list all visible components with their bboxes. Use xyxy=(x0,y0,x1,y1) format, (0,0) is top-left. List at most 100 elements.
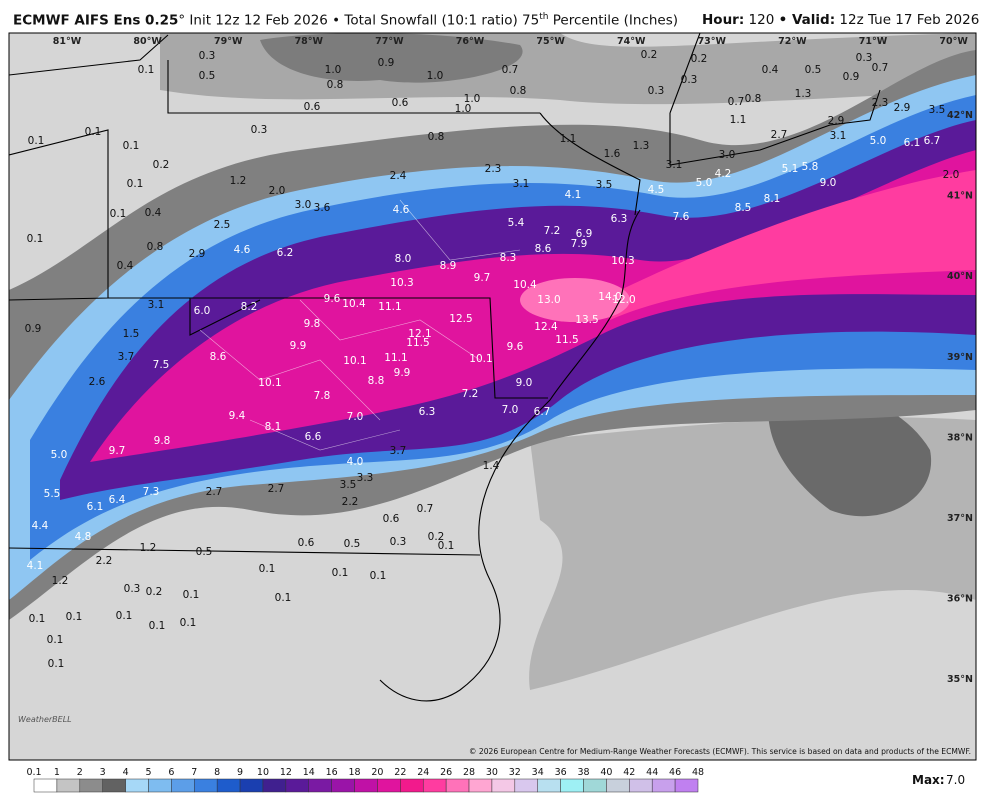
colorbar-swatch xyxy=(239,778,264,793)
snowfall-label: 0.7 xyxy=(502,64,519,76)
valid-time: Hour: 120 • Valid: 12z Tue 17 Feb 2026 xyxy=(702,12,979,28)
snowfall-label: 6.7 xyxy=(534,406,551,418)
snowfall-label: 2.3 xyxy=(485,163,502,175)
latitude-label: 39°N xyxy=(947,352,973,363)
snowfall-label: 9.6 xyxy=(324,293,341,305)
snowfall-label: 0.8 xyxy=(327,79,344,91)
colorbar-label: 22 xyxy=(394,767,406,778)
colorbar-label: 42 xyxy=(623,767,635,778)
snowfall-label: 0.8 xyxy=(745,93,762,105)
colorbar-label: 0.1 xyxy=(26,767,41,778)
snowfall-label: 0.5 xyxy=(199,70,216,82)
colorbar-label: 46 xyxy=(669,767,681,778)
longitude-label: 78°W xyxy=(295,36,324,47)
latitude-label: 42°N xyxy=(947,110,973,121)
colorbar-swatch xyxy=(148,778,172,793)
longitude-label: 70°W xyxy=(939,36,968,47)
snowfall-label: 2.7 xyxy=(268,483,285,495)
snowfall-label: 3.7 xyxy=(118,351,135,363)
snowfall-label: 9.7 xyxy=(109,445,126,457)
colorbar-label: 38 xyxy=(577,767,589,778)
colorbar-label: 36 xyxy=(555,767,567,778)
snowfall-label: 10.1 xyxy=(469,353,492,365)
snowfall-label: 10.3 xyxy=(611,255,634,267)
percentile: Percentile (Inches) xyxy=(552,12,679,29)
snowfall-label: 0.6 xyxy=(298,537,315,549)
snowfall-label: 7.5 xyxy=(153,359,170,371)
longitude-label: 75°W xyxy=(536,36,565,47)
colorbar-label: 24 xyxy=(417,767,429,778)
snowfall-label: 7.6 xyxy=(673,211,690,223)
snowfall-label: 4.0 xyxy=(347,456,364,468)
snowfall-label: 8.1 xyxy=(265,421,282,433)
snowfall-label: 7.8 xyxy=(314,390,331,402)
colorbar-swatch xyxy=(377,778,401,793)
snowfall-label: 0.3 xyxy=(251,124,268,136)
snowfall-label: 4.4 xyxy=(32,520,49,532)
colorbar-label: 48 xyxy=(692,767,704,778)
snowfall-label: 6.6 xyxy=(305,431,322,443)
snowfall-label: 13.5 xyxy=(575,314,598,326)
snowfall-label: 0.1 xyxy=(275,592,292,604)
snowfall-label: 9.9 xyxy=(394,367,411,379)
colorbar-swatch xyxy=(422,778,447,793)
snowfall-label: 4.6 xyxy=(393,204,410,216)
latitude-label: 35°N xyxy=(947,674,973,685)
description: Init 12z 12 Feb 2026 • Total Snowfall (1… xyxy=(189,12,540,29)
colorbar-swatch xyxy=(400,778,424,793)
latitude-label: 41°N xyxy=(947,191,973,202)
colorbar-label: 2 xyxy=(77,767,83,778)
snowfall-label: 10.3 xyxy=(390,277,413,289)
map-frame xyxy=(8,32,977,761)
snowfall-label: 2.9 xyxy=(189,248,206,260)
colorbar-label: 10 xyxy=(257,767,269,778)
longitude-label: 74°W xyxy=(617,36,646,47)
colorbar-swatch xyxy=(79,778,103,793)
snowfall-label: 0.1 xyxy=(259,563,276,575)
longitude-label: 76°W xyxy=(456,36,485,47)
snowfall-label: 0.5 xyxy=(196,546,213,558)
snowfall-label: 0.8 xyxy=(510,85,527,97)
snowfall-label: 0.1 xyxy=(127,178,144,190)
snowfall-label: 0.1 xyxy=(47,634,64,646)
colorbar-swatch xyxy=(445,778,470,793)
colorbar-swatch xyxy=(262,778,287,793)
colorbar-swatch xyxy=(216,778,241,793)
snowfall-label: 3.0 xyxy=(719,149,736,161)
snowfall-label: 1.5 xyxy=(123,328,140,340)
snowfall-label: 3.0 xyxy=(295,199,312,211)
snowfall-label: 0.3 xyxy=(856,52,873,64)
snowfall-label: 7.2 xyxy=(544,225,561,237)
colorbar-label: 1 xyxy=(54,767,60,778)
model: ECMWF AIFS Ens 0.25 xyxy=(13,12,179,29)
colorbar-label: 12 xyxy=(280,767,292,778)
snowfall-label: 8.1 xyxy=(764,193,781,205)
snowfall-label: 8.5 xyxy=(735,202,752,214)
colorbar-swatch xyxy=(583,778,607,793)
snowfall-label: 2.7 xyxy=(206,486,223,498)
snowfall-label: 4.5 xyxy=(648,184,665,196)
snowfall-label: 3.5 xyxy=(929,104,946,116)
copyright: © 2026 European Centre for Medium-Range … xyxy=(469,747,971,756)
snowfall-label: 8.6 xyxy=(535,243,552,255)
snowfall-label: 0.7 xyxy=(417,503,434,515)
snowfall-label: 0.7 xyxy=(728,96,745,108)
snowfall-field xyxy=(9,33,976,760)
longitude-label: 81°W xyxy=(53,36,82,47)
snowfall-label: 9.0 xyxy=(516,377,533,389)
snowfall-label: 0.9 xyxy=(378,57,395,69)
snowfall-label: 6.4 xyxy=(109,494,126,506)
colorbar-label: 4 xyxy=(123,767,129,778)
snowfall-label: 1.1 xyxy=(730,114,747,126)
colorbar-label: 44 xyxy=(646,767,658,778)
colorbar-label: 34 xyxy=(532,767,544,778)
latitude-label: 36°N xyxy=(947,594,973,605)
colorbar-swatch xyxy=(56,778,81,793)
snowfall-label: 0.1 xyxy=(183,589,200,601)
snowfall-label: 1.2 xyxy=(52,575,69,587)
snowfall-label: 0.5 xyxy=(344,538,361,550)
snowfall-label: 6.2 xyxy=(277,247,294,259)
ordinal: th xyxy=(539,12,549,22)
